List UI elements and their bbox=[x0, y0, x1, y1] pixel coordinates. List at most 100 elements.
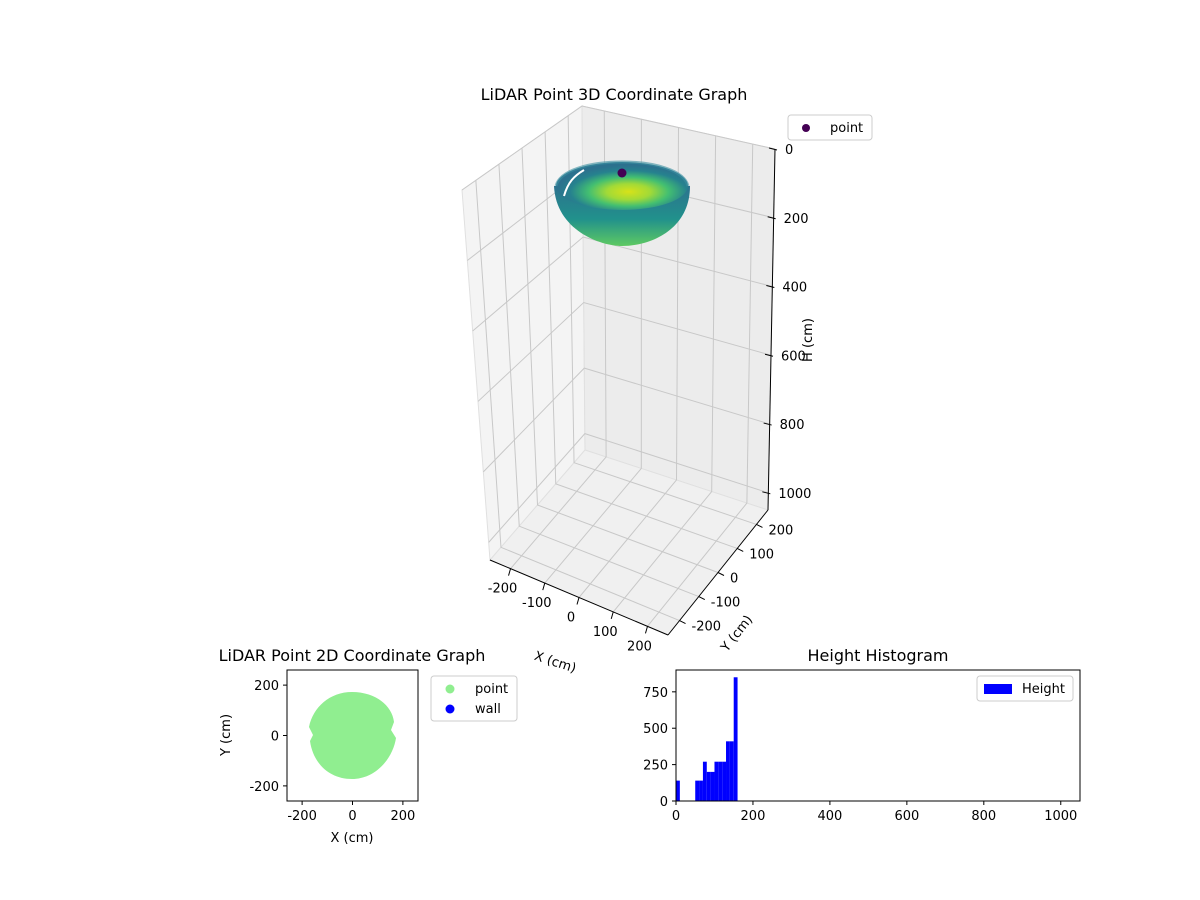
highlight-point bbox=[617, 168, 627, 178]
x-tick-label: -200 bbox=[287, 809, 317, 824]
y-tick-label: 0 bbox=[660, 795, 668, 810]
y-tick-label: -100 bbox=[711, 596, 741, 611]
chart-2d-xlabel: X (cm) bbox=[331, 831, 374, 846]
legend-2d: point wall bbox=[430, 675, 518, 722]
histogram-bar bbox=[706, 771, 711, 801]
legend-label-height: Height bbox=[1022, 682, 1065, 697]
y-tick bbox=[679, 620, 686, 625]
x-tick-label: 600 bbox=[894, 809, 919, 824]
x-tick bbox=[644, 626, 648, 634]
legend-label-point: point bbox=[475, 682, 508, 697]
legend-swatch-height bbox=[984, 684, 1012, 694]
grid-line-x bbox=[578, 127, 679, 598]
z-tick bbox=[762, 491, 771, 495]
y-axis-label: Y (cm) bbox=[718, 613, 756, 656]
y-tick-label: -200 bbox=[249, 780, 279, 795]
legend-marker-point bbox=[445, 684, 455, 694]
grid-line-z bbox=[477, 302, 772, 402]
bowl-gap bbox=[563, 169, 585, 197]
z-tick bbox=[767, 216, 776, 220]
x-tick-label: 800 bbox=[971, 809, 996, 824]
x-axis-label: X (cm) bbox=[532, 649, 578, 677]
histogram-bars bbox=[676, 677, 738, 801]
y-tick-label: 0 bbox=[271, 730, 279, 745]
chart-3d-title: LiDAR Point 3D Coordinate Graph bbox=[481, 85, 748, 104]
x-tick-label: 100 bbox=[593, 625, 618, 640]
z-tick-label: 200 bbox=[784, 212, 809, 227]
x-axis: -200 -100 0 100 200 bbox=[488, 559, 669, 654]
z-tick-label: 400 bbox=[782, 281, 807, 296]
grid-line-y bbox=[544, 131, 738, 549]
x-tick-label: 400 bbox=[817, 809, 842, 824]
x-tick-label: 1000 bbox=[1044, 809, 1077, 824]
z-tick bbox=[764, 353, 774, 357]
y-tick-label: 100 bbox=[749, 547, 774, 562]
grid-line-x bbox=[612, 135, 717, 613]
grid-line-y bbox=[521, 147, 719, 573]
histogram-axes: 0 200 400 600 800 1000 0 250 500 750 bbox=[643, 686, 1077, 824]
chart-2d-ylabel: Y (cm) bbox=[219, 714, 234, 757]
histogram-bar bbox=[718, 761, 723, 801]
grid-line-y bbox=[498, 164, 699, 598]
x-tick-label: -200 bbox=[488, 582, 518, 597]
y-tick-label: -200 bbox=[692, 620, 722, 635]
histogram-bar bbox=[733, 677, 738, 801]
histogram-bar bbox=[722, 761, 727, 801]
y-tick bbox=[717, 572, 725, 576]
chart-histogram: 0 200 400 600 800 1000 0 250 500 750 Height Histo… bbox=[643, 646, 1081, 824]
histogram-title: Height Histogram bbox=[808, 646, 949, 665]
y-tick bbox=[756, 523, 763, 528]
x-tick-label: -100 bbox=[522, 596, 552, 611]
z-tick bbox=[768, 147, 778, 151]
x-tick-label: 200 bbox=[627, 639, 652, 654]
grid-3d bbox=[461, 105, 776, 627]
z-tick-label: 600 bbox=[781, 349, 806, 364]
grid-line-z bbox=[482, 367, 770, 473]
y-tick-label: 750 bbox=[643, 686, 668, 701]
legend-marker-point bbox=[802, 124, 810, 132]
grid-line-z bbox=[461, 105, 776, 191]
histogram-bar bbox=[729, 741, 734, 801]
histogram-bar bbox=[695, 780, 700, 801]
x-tick-label: 0 bbox=[348, 809, 356, 824]
chart-2d-axes: -200 0 200 -200 0 200 bbox=[249, 679, 415, 824]
point-cloud-bowl bbox=[554, 160, 690, 246]
x-tick bbox=[542, 582, 546, 591]
z-tick-label: 1000 bbox=[778, 487, 811, 502]
x-tick-label: 200 bbox=[741, 809, 766, 824]
legend-histogram: Height bbox=[976, 675, 1074, 702]
x-tick bbox=[610, 611, 614, 620]
x-tick bbox=[576, 597, 580, 605]
z-tick bbox=[763, 422, 772, 426]
histogram-bar bbox=[676, 780, 680, 801]
z-axis-line bbox=[767, 148, 776, 511]
histogram-bar bbox=[702, 761, 707, 801]
chart-2d-title: LiDAR Point 2D Coordinate Graph bbox=[219, 646, 486, 665]
x-tick-label: 0 bbox=[567, 611, 575, 626]
z-tick-label: 0 bbox=[785, 143, 793, 158]
y-tick-label: 500 bbox=[643, 722, 668, 737]
bowl-inner-surface bbox=[556, 162, 688, 210]
bowl-rim bbox=[554, 160, 690, 187]
legend-3d: point bbox=[787, 114, 873, 141]
histogram-bar bbox=[710, 771, 715, 801]
x-axis-line bbox=[489, 559, 669, 636]
x-tick bbox=[508, 568, 512, 576]
y-axis: -200 -100 0 100 200 bbox=[667, 509, 793, 636]
z-axis-label: H (cm) bbox=[801, 318, 816, 362]
x-tick-label: 200 bbox=[390, 809, 415, 824]
z-tick bbox=[766, 285, 775, 289]
grid-line-y bbox=[475, 180, 680, 622]
x-tick-label: 0 bbox=[672, 809, 680, 824]
y-tick-label: 200 bbox=[254, 679, 279, 694]
z-axis: 0 200 400 600 800 1000 bbox=[762, 143, 811, 511]
grid-line-z bbox=[488, 433, 769, 543]
y-tick bbox=[737, 548, 744, 552]
y-tick-label: 0 bbox=[730, 572, 738, 587]
grid-line-x bbox=[647, 144, 754, 627]
grid-line-z bbox=[472, 236, 773, 332]
y-tick-label: 200 bbox=[768, 523, 793, 538]
legend-label-wall: wall bbox=[475, 702, 501, 717]
